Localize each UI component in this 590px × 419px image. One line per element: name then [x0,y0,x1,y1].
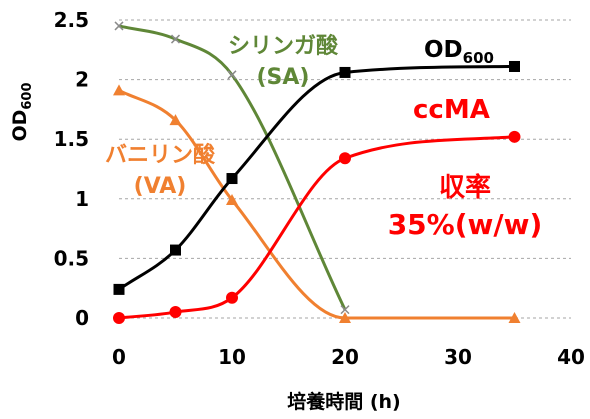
legend-label-va-line2: (VA) [134,174,187,199]
x-tick-label: 0 [112,345,126,369]
y-tick-label: 2.5 [54,8,89,32]
legend-label-sa-line1: シリンガ酸 [228,34,339,59]
legend-label-ccma: ccMA [413,95,490,125]
y-tick-label: 0.5 [54,246,89,270]
data-point-od [226,173,238,185]
legend-label-od: OD600 [424,37,494,67]
yield-annotation-line2: 35%(w/w) [388,208,543,241]
data-point-sa [340,305,350,315]
y-axis-title-main: OD [9,110,31,142]
data-point-od [113,283,125,295]
x-tick-label: 10 [218,345,246,369]
x-axis-title: 培養時間 (h) [287,390,401,413]
series-markers [113,21,521,324]
data-point-od [509,60,520,72]
data-point-ccma [508,130,521,143]
data-point-od [170,244,181,256]
data-point-va [339,312,351,323]
legend-label-od-sub: 600 [463,49,494,67]
y-tick-labels: 0 0.5 1 1.5 2 2.5 [54,8,89,330]
legend-label-sa-line2: (SA) [257,65,310,90]
data-point-ccma [113,312,125,324]
legend-label-od-main: OD [424,37,463,63]
data-point-sa [227,70,237,80]
y-axis-title: OD600 [9,82,35,141]
x-tick-label: 20 [331,345,359,369]
yield-annotation-line1: 収率 [439,172,491,203]
data-point-od [339,66,351,78]
legend-label-va-line1: バニリン酸 [105,143,216,168]
y-tick-label: 2 [75,68,89,92]
x-tick-label: 40 [557,345,585,369]
data-point-sa [114,21,124,31]
y-axis-title-sub: 600 [20,82,35,109]
series-line-od [118,64,515,291]
data-point-ccma [339,152,351,165]
x-tick-labels: 0 10 20 30 40 [112,345,585,369]
data-point-sa [170,34,181,44]
y-tick-label: 0 [75,306,89,330]
y-tick-label: 1 [75,187,89,211]
data-point-ccma [226,291,238,304]
x-tick-label: 30 [444,345,472,369]
data-point-va [508,312,521,323]
y-tick-label: 1.5 [54,127,89,151]
data-point-va [169,114,182,126]
series-line-va [118,89,515,320]
data-point-va [113,84,125,96]
data-point-va [226,193,238,205]
data-point-ccma [169,306,182,319]
